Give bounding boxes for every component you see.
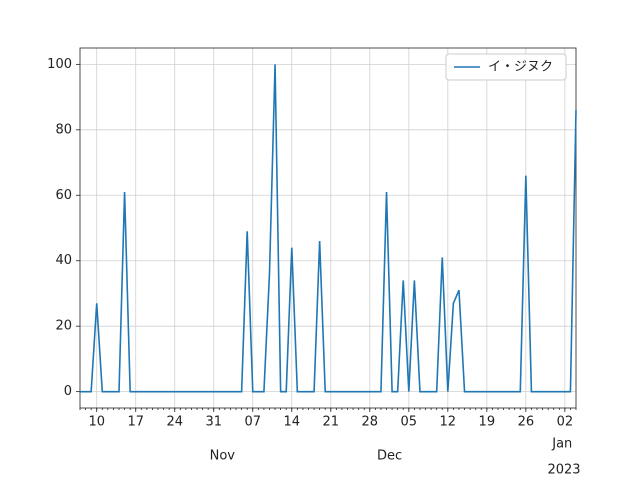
data-line [80, 64, 577, 393]
month-label: Nov [210, 449, 236, 464]
x-tick-label: 07 [244, 415, 261, 430]
x-tick-label: 19 [479, 415, 496, 430]
x-tick-label: 10 [88, 415, 105, 430]
x-tick-label: 21 [323, 415, 340, 430]
x-tick-label: 31 [205, 415, 222, 430]
legend-box [445, 53, 567, 81]
x-tick-label: 28 [362, 415, 379, 430]
x-tick-label: 17 [127, 415, 144, 430]
y-tick-label: 0 [64, 384, 72, 399]
x-tick-label: 26 [518, 415, 535, 430]
y-tick-label: 60 [55, 188, 72, 203]
y-tick-label: 40 [55, 253, 72, 268]
y-tick-label: 20 [55, 319, 72, 334]
month-label: Jan [551, 437, 572, 452]
x-tick-label: 02 [557, 415, 574, 430]
x-tick-label: 24 [166, 415, 183, 430]
month-label: Dec [377, 449, 402, 464]
x-tick-label: 14 [284, 415, 301, 430]
x-tick-label: 12 [440, 415, 457, 430]
plot-frame [79, 47, 577, 409]
x-tick-label: 05 [401, 415, 418, 430]
y-tick-label: 80 [55, 122, 72, 137]
legend-label: イ・ジヌク [488, 60, 553, 75]
y-tick-label: 100 [47, 57, 72, 72]
x-offset-label: 2023 [547, 463, 580, 478]
